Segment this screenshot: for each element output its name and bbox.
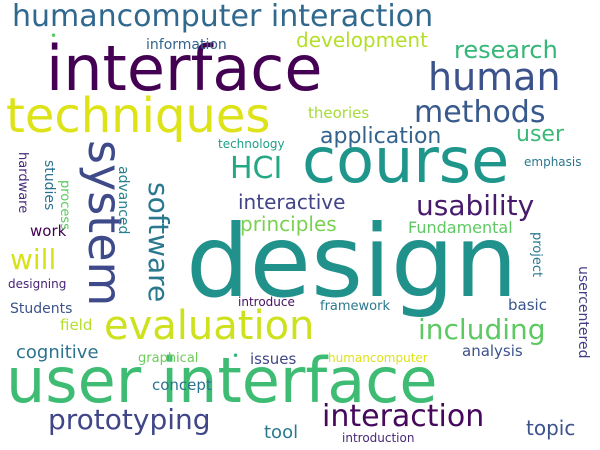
word-work: work [30, 222, 67, 240]
word-process: process [57, 180, 72, 230]
word-theories: theories [308, 104, 370, 122]
word-principles: principles [240, 212, 337, 236]
word-basic: basic [508, 296, 547, 314]
word-humancomputer-interaction: humancomputer interaction [12, 0, 434, 34]
word-emphasis: emphasis [524, 155, 582, 169]
word-design: design [186, 203, 518, 320]
word-topic: topic [526, 416, 576, 440]
word-usability: usability [416, 189, 535, 222]
word-research: research [454, 36, 558, 64]
word-field: field [60, 316, 93, 334]
word-framework: framework [320, 299, 391, 314]
word-interface: interface [46, 32, 323, 105]
word-analysis: analysis [462, 342, 523, 360]
word-human: human [428, 55, 561, 99]
word-course: course [302, 124, 510, 197]
word-dot1: • [50, 29, 58, 43]
word-introduce: introduce [238, 295, 295, 309]
word-advanced: advanced [115, 166, 131, 235]
word-concept: concept [152, 376, 212, 394]
word-techniques: techniques [6, 88, 271, 144]
word-application: application [320, 124, 442, 149]
word-interactive: interactive [238, 190, 346, 214]
word-technology: technology [218, 137, 285, 151]
word-Students: Students [10, 301, 73, 317]
word-introduction: introduction [342, 431, 415, 445]
word-system: system [78, 140, 132, 307]
word-development: development [296, 28, 428, 52]
word-Fundamental: Fundamental [408, 218, 513, 237]
word-graphical: graphical [138, 351, 199, 366]
word-issues: issues [250, 350, 297, 368]
word-user: user [516, 122, 564, 147]
word-project: project [529, 232, 544, 278]
word-methods: methods [414, 95, 546, 130]
word-hardware: hardware [15, 152, 30, 214]
word-information: information [146, 37, 227, 53]
word-usercentered: usercentered [575, 266, 591, 359]
word-evaluation: evaluation [104, 303, 315, 349]
word-prototyping: prototyping [48, 403, 211, 436]
word-software: software [142, 182, 175, 303]
word-will: will [10, 243, 57, 276]
word-tool: tool [264, 422, 299, 443]
word-user-interface: user interface [6, 344, 438, 417]
word-cognitive: cognitive [16, 342, 99, 363]
word-dot2: • [232, 349, 240, 363]
word-humancomputer: humancomputer [328, 351, 428, 365]
word-HCI: HCI [230, 151, 283, 186]
word-designing: designing [8, 277, 67, 291]
word-including: including [418, 313, 546, 346]
word-interaction: interaction [322, 399, 485, 434]
word-studies: studies [41, 160, 57, 211]
